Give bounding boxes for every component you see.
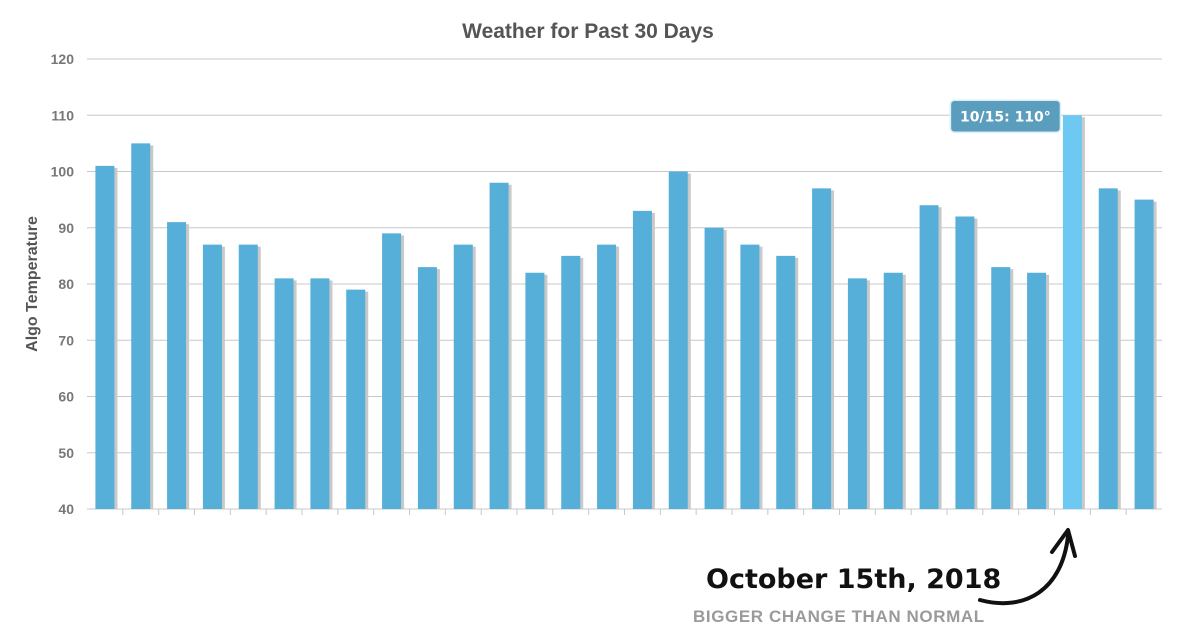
bar[interactable]: [131, 143, 151, 509]
y-tick-label: 70: [58, 332, 74, 348]
bar[interactable]: [167, 222, 187, 509]
bar[interactable]: [202, 244, 222, 509]
bar[interactable]: [95, 165, 115, 509]
bar[interactable]: [453, 244, 473, 509]
y-tick-label: 50: [58, 445, 74, 461]
y-axis-label: Algo Temperature: [24, 216, 41, 352]
y-tick-label: 120: [51, 51, 75, 67]
chart-title: Weather for Past 30 Days: [462, 20, 714, 43]
bar[interactable]: [740, 244, 760, 509]
bar[interactable]: [1134, 199, 1154, 509]
bar[interactable]: [1027, 272, 1047, 509]
bar[interactable]: [668, 171, 688, 510]
bar[interactable]: [597, 244, 617, 509]
bar[interactable]: [776, 255, 796, 509]
bar[interactable]: [489, 182, 509, 509]
bar[interactable]: [1098, 188, 1118, 509]
y-tick-label: 100: [51, 164, 75, 180]
bar[interactable]: [525, 272, 545, 509]
tooltip-box: [949, 99, 1062, 133]
bar[interactable]: [417, 267, 437, 509]
bar-highlighted[interactable]: [1062, 115, 1082, 509]
y-tick-label: 60: [58, 389, 74, 405]
bar[interactable]: [919, 205, 939, 509]
y-tick-label: 110: [51, 107, 74, 123]
y-tick-label: 40: [58, 501, 74, 517]
bar[interactable]: [991, 267, 1011, 509]
bar[interactable]: [346, 289, 366, 509]
bar[interactable]: [847, 278, 867, 509]
bar[interactable]: [955, 216, 975, 510]
y-tick-label: 90: [58, 220, 74, 236]
bar[interactable]: [883, 272, 903, 509]
bar[interactable]: [812, 188, 832, 509]
bar[interactable]: [704, 227, 724, 509]
y-tick-label: 80: [58, 276, 74, 292]
tooltip: 10/15: 110°: [949, 99, 1062, 133]
bar[interactable]: [561, 255, 581, 509]
bar[interactable]: [238, 244, 258, 509]
bar[interactable]: [274, 278, 294, 509]
tooltip-text: 10/15: 110°: [960, 109, 1051, 125]
bar[interactable]: [382, 233, 402, 509]
bar[interactable]: [310, 278, 330, 509]
bar[interactable]: [632, 210, 652, 509]
annotation-title: October 15th, 2018: [706, 564, 1002, 595]
annotation-subtitle: BIGGER CHANGE THAN NORMAL: [693, 607, 985, 626]
